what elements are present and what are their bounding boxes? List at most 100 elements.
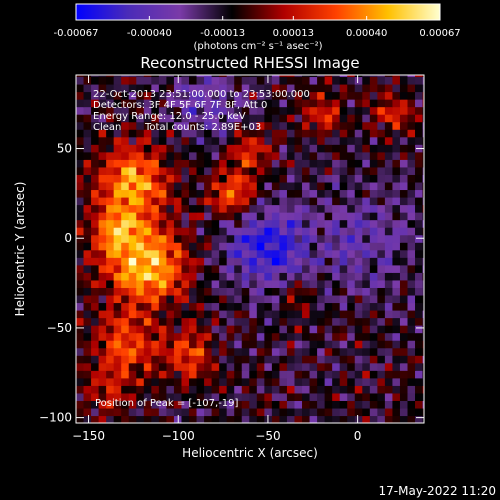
heatmap-cell — [339, 362, 348, 371]
heatmap-cell — [136, 415, 145, 423]
heatmap-cell — [347, 400, 356, 409]
heatmap-cell — [377, 400, 386, 409]
heatmap-cell — [226, 99, 235, 108]
heatmap-cell — [211, 242, 220, 251]
heatmap-cell — [415, 302, 424, 311]
heatmap-cell — [377, 181, 386, 191]
heatmap-cell — [309, 257, 318, 266]
heatmap-cell — [279, 234, 288, 243]
heatmap-cell — [347, 249, 356, 258]
heatmap-cell — [219, 181, 228, 191]
heatmap-cell — [302, 189, 311, 198]
heatmap-cell — [302, 332, 311, 341]
heatmap-cell — [189, 294, 198, 304]
heatmap-cell — [264, 294, 273, 304]
heatmap-cell — [339, 106, 348, 115]
heatmap-cell — [83, 309, 92, 319]
heatmap-cell — [271, 347, 281, 356]
heatmap-cell — [286, 377, 296, 386]
heatmap-cell — [128, 362, 137, 371]
heatmap-cell — [339, 370, 348, 379]
heatmap-cell — [151, 83, 160, 93]
heatmap-cell — [128, 309, 137, 319]
heatmap-cell — [241, 415, 250, 423]
heatmap-cell — [392, 121, 401, 130]
heatmap-cell — [324, 264, 333, 273]
heatmap-cell — [362, 407, 371, 417]
heatmap-cell — [369, 415, 378, 423]
heatmap-cell — [407, 99, 416, 108]
heatmap-cell — [189, 407, 198, 417]
heatmap-cell — [83, 415, 92, 423]
heatmap-cell — [415, 407, 424, 417]
heatmap-cell — [256, 204, 265, 213]
heatmap-cell — [332, 362, 341, 371]
heatmap-cell — [249, 287, 258, 296]
heatmap-cell — [399, 106, 409, 115]
heatmap-cell — [279, 377, 288, 386]
heatmap-cell — [98, 121, 107, 130]
heatmap-cell — [143, 227, 152, 236]
heatmap-cell — [399, 249, 409, 258]
heatmap-cell — [143, 196, 152, 206]
heatmap-cell — [377, 340, 386, 349]
heatmap-cell — [204, 385, 213, 394]
heatmap-cell — [83, 249, 92, 258]
heatmap-cell — [369, 355, 378, 364]
heatmap-cell — [226, 212, 235, 221]
heatmap-cell — [226, 309, 235, 319]
heatmap-cell — [347, 99, 356, 108]
heatmap-cell — [271, 106, 281, 115]
heatmap-cell — [279, 279, 288, 288]
heatmap-cell — [181, 279, 190, 288]
heatmap-cell — [362, 340, 371, 349]
heatmap-cell — [264, 257, 273, 266]
heatmap-cell — [106, 114, 115, 123]
heatmap-cell — [189, 204, 198, 213]
heatmap-cell — [211, 340, 220, 349]
heatmap-cell — [302, 136, 311, 145]
heatmap-cell — [332, 136, 341, 145]
heatmap-cell — [354, 279, 363, 288]
heatmap-cell — [317, 279, 326, 288]
heatmap-cell — [317, 196, 326, 206]
heatmap-cell — [219, 272, 228, 281]
heatmap-cell — [136, 174, 145, 183]
heatmap-cell — [362, 347, 371, 356]
heatmap-cell — [264, 325, 273, 334]
heatmap-cell — [76, 355, 85, 364]
heatmap-cell — [309, 362, 318, 371]
heatmap-cell — [181, 377, 190, 386]
heatmap-cell — [369, 407, 378, 417]
heatmap-cell — [121, 294, 130, 304]
heatmap-cell — [128, 385, 137, 394]
heatmap-cell — [324, 219, 333, 228]
colorbar-tick-label: 0.00067 — [419, 28, 460, 39]
heatmap-cell — [98, 370, 107, 379]
heatmap-cell — [407, 196, 416, 206]
heatmap-cell — [204, 302, 213, 311]
heatmap-cell — [332, 332, 341, 341]
heatmap-cell — [181, 166, 190, 175]
heatmap-cell — [196, 196, 205, 206]
heatmap-cell — [302, 340, 311, 349]
heatmap-cell — [392, 91, 401, 100]
heatmap-cell — [136, 370, 145, 379]
heatmap-cell — [91, 83, 100, 93]
y-tick-label: −50 — [47, 321, 72, 335]
heatmap-cell — [264, 196, 273, 206]
heatmap-cell — [249, 106, 258, 115]
heatmap-cell — [181, 159, 190, 168]
heatmap-cell — [392, 355, 401, 364]
heatmap-cell — [196, 279, 205, 288]
heatmap-cell — [91, 249, 100, 258]
heatmap-cell — [392, 242, 401, 251]
heatmap-cell — [415, 76, 424, 85]
heatmap-cell — [128, 159, 137, 168]
heatmap-cell — [204, 407, 213, 417]
heatmap-cell — [98, 83, 107, 93]
heatmap-cell — [407, 294, 416, 304]
heatmap-cell — [106, 83, 115, 93]
heatmap-cell — [136, 196, 145, 206]
